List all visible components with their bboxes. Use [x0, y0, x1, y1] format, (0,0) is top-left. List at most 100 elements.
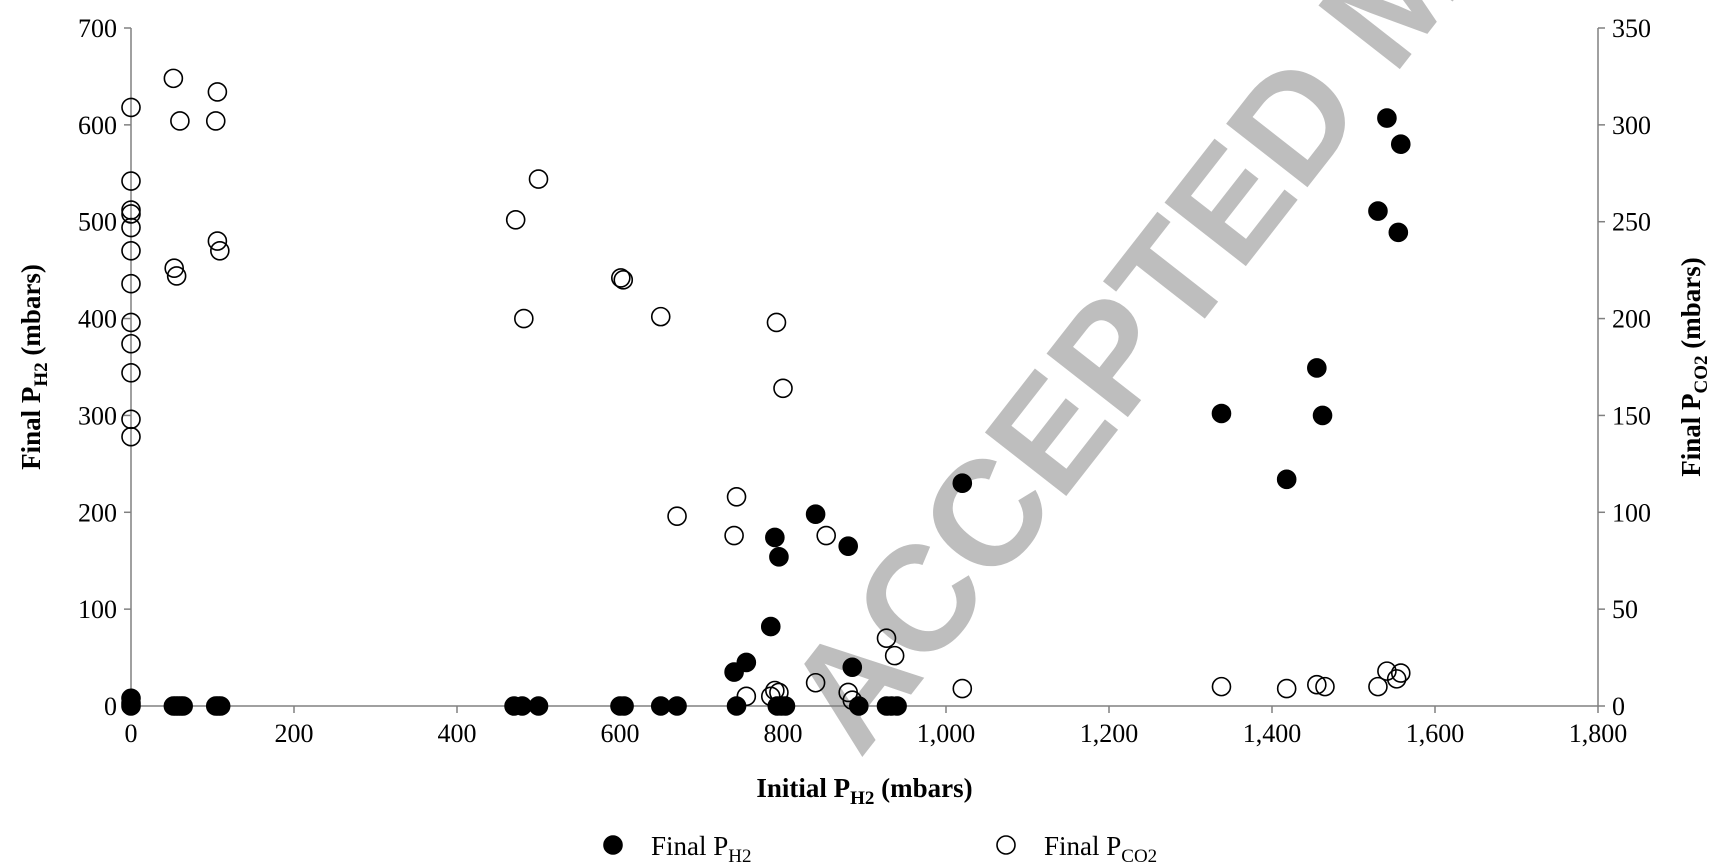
final-pco2-point: [514, 308, 534, 329]
x-tick-label: 1,000: [917, 719, 976, 748]
final-ph2-point: [1276, 469, 1297, 490]
legend-label-0: Final PH2: [651, 831, 752, 867]
final-pco2-point: [816, 525, 836, 546]
final-pco2-point: [121, 217, 141, 238]
x-tick-label: 1,600: [1406, 719, 1465, 748]
final-pco2-point: [613, 270, 634, 290]
y-left-tick-label: 0: [104, 692, 117, 721]
final-pco2-point: [952, 678, 973, 699]
legend-marker-final-pco2: [996, 835, 1016, 855]
final-ph2-point: [805, 504, 826, 525]
final-ph2-point: [736, 652, 757, 673]
x-axis-title-sub: H2: [850, 788, 874, 809]
final-ph2-point: [512, 696, 533, 716]
final-pco2-point: [1307, 674, 1327, 695]
y-left-tick-label: 300: [78, 401, 117, 430]
final-ph2-point: [173, 696, 193, 716]
x-tick-label: 400: [438, 719, 477, 748]
final-ph2-point: [1390, 134, 1411, 155]
final-pco2-point: [766, 312, 787, 333]
final-pco2-point: [121, 312, 141, 333]
y-right-tick-label: 150: [1612, 401, 1651, 430]
final-pco2-point: [121, 273, 141, 294]
y-right-tick-label: 0: [1612, 692, 1625, 721]
y-axis-left-title: Final PH2 (mbars): [16, 264, 52, 470]
x-tick-label: 1,400: [1243, 719, 1302, 748]
final-ph2-point: [1388, 222, 1409, 243]
legend-label-0-sub: H2: [728, 846, 751, 867]
x-axis-title: Initial PH2 (mbars): [756, 773, 972, 809]
final-ph2-point: [726, 696, 747, 716]
final-pco2-point: [166, 266, 187, 286]
final-ph2-point: [210, 696, 231, 716]
final-ph2-point: [1377, 108, 1397, 128]
final-ph2-point: [838, 536, 859, 556]
final-ph2-point: [121, 696, 141, 716]
final-pco2-point: [726, 486, 747, 507]
y-axis-left-title-main: Final P: [16, 387, 46, 470]
final-ph2-point: [528, 696, 549, 716]
final-ph2-point: [1312, 405, 1333, 426]
final-pco2-point: [164, 258, 184, 279]
final-pco2-point: [210, 240, 230, 261]
y-axis-right-title-sub: CO2: [1691, 355, 1712, 393]
final-ph2-point: [614, 696, 634, 716]
final-pco2-point: [121, 171, 141, 191]
final-pco2-point: [505, 209, 526, 230]
final-pco2-point: [1315, 676, 1335, 697]
x-tick-label: 0: [125, 719, 138, 748]
y-right-tick-label: 100: [1612, 498, 1651, 527]
y-left-tick-label: 600: [78, 111, 117, 140]
y-left-tick-label: 100: [78, 595, 117, 624]
final-pco2-point: [121, 97, 141, 118]
x-tick-label: 1,800: [1569, 719, 1628, 748]
y-left-tick-label: 200: [78, 498, 117, 527]
y-left-tick-label: 500: [78, 208, 117, 237]
final-pco2-point: [1377, 661, 1397, 681]
legend: Final PH2 Final PCO2: [603, 831, 1157, 867]
axes: 0 200 400 600 800 1,000 1,200 1,400 1,600 1,80001…: [78, 14, 1651, 748]
final-ph2-point: [1368, 201, 1388, 221]
x-tick-label: 800: [764, 719, 803, 748]
final-pco2-point: [1276, 678, 1297, 699]
y-axis-right-title: Final PCO2 (mbars): [1676, 257, 1712, 477]
final-pco2-point: [884, 645, 905, 666]
final-ph2-point: [952, 473, 973, 494]
final-pco2-point: [207, 231, 228, 251]
final-ph2-point: [1307, 358, 1327, 378]
final-pco2-point: [765, 680, 785, 701]
x-tick-label: 1,200: [1080, 719, 1139, 748]
final-pco2-point: [205, 111, 226, 131]
final-pco2-point: [769, 682, 789, 703]
final-ph2-point: [887, 696, 907, 716]
final-pco2-point: [773, 378, 793, 399]
y-right-tick-label: 350: [1612, 14, 1651, 43]
final-pco2-point: [650, 306, 671, 327]
final-pco2-point: [724, 525, 744, 546]
final-ph2-point: [842, 657, 863, 678]
data-points: [121, 68, 1411, 716]
y-left-tick-label: 700: [78, 14, 117, 43]
final-pco2-point: [121, 240, 141, 261]
legend-marker-final-ph2: [603, 835, 623, 855]
y-axis-left-title-sub: H2: [31, 362, 52, 386]
final-pco2-point: [121, 333, 141, 354]
y-axis-right-title-unit: (mbars): [1676, 257, 1706, 355]
final-ph2-point: [769, 547, 789, 567]
y-left-tick-label: 400: [78, 305, 117, 334]
final-pco2-point: [842, 690, 863, 710]
y-right-tick-label: 250: [1612, 208, 1651, 237]
final-pco2-point: [1386, 669, 1407, 689]
x-axis-title-main: Initial P: [756, 773, 850, 803]
final-pco2-point: [170, 111, 190, 131]
legend-label-1: Final PCO2: [1044, 831, 1157, 867]
y-right-tick-label: 200: [1612, 305, 1651, 334]
final-pco2-point: [207, 82, 228, 102]
final-ph2-point: [760, 616, 781, 637]
y-right-tick-label: 300: [1612, 111, 1651, 140]
final-ph2-point: [765, 527, 785, 548]
legend-label-1-sub: CO2: [1121, 846, 1157, 867]
final-pco2-point: [121, 204, 141, 224]
final-pco2-point: [1211, 676, 1232, 697]
